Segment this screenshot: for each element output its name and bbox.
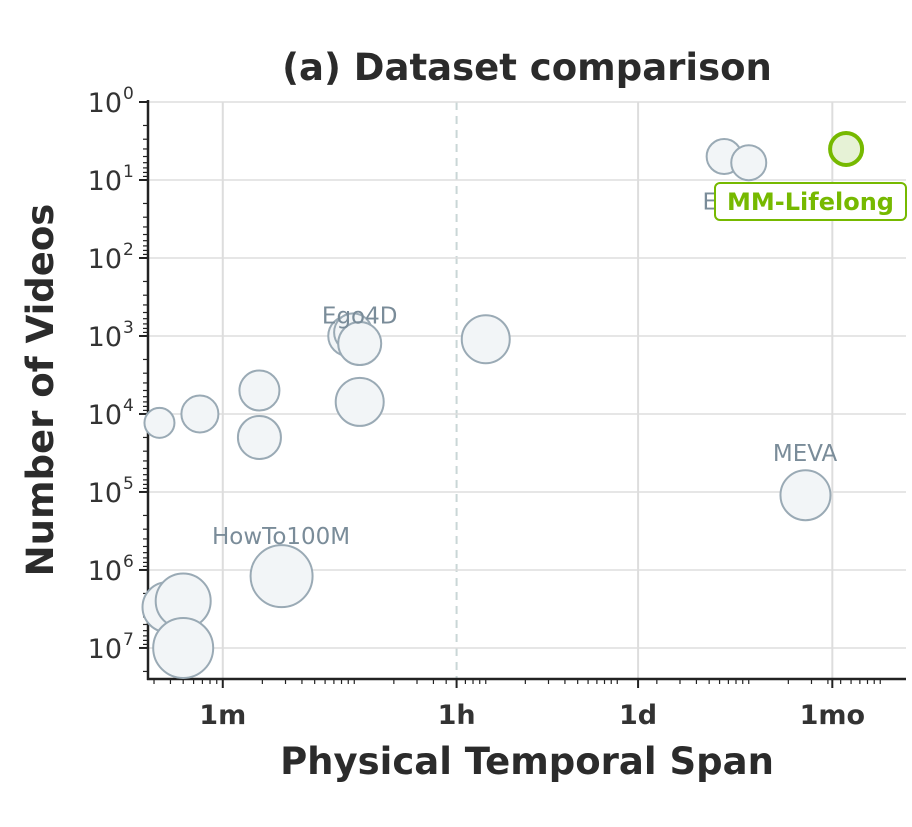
y-tick-label: 10	[88, 400, 122, 431]
data-point	[460, 314, 511, 365]
scatter-points	[141, 130, 865, 679]
data-point	[236, 414, 282, 460]
highlight-point	[828, 130, 865, 167]
y-tick-exponent: 7	[123, 630, 134, 650]
chart-title: (a) Dataset comparison	[282, 46, 772, 89]
y-tick-exponent: 0	[123, 84, 134, 104]
data-point	[249, 544, 314, 609]
y-tick-exponent: 6	[123, 552, 134, 572]
y-tick-label: 10	[88, 166, 122, 197]
x-tick-label: 1d	[619, 700, 657, 731]
y-tick-exponent: 3	[123, 318, 134, 338]
data-label: Ego4D	[322, 304, 398, 330]
y-tick-label: 10	[88, 634, 122, 665]
highlight-label: MM-Lifelong	[727, 188, 894, 216]
y-tick-exponent: 4	[123, 396, 134, 416]
data-label: MEVA	[773, 441, 838, 467]
grid	[148, 101, 906, 679]
y-tick-label: 10	[88, 88, 122, 119]
x-tick-labels: 1m 1h 1d 1mo	[199, 700, 865, 731]
y-axis-label: Number of Videos	[19, 204, 62, 577]
data-label: HowTo100M	[212, 524, 350, 550]
data-point	[337, 321, 383, 367]
y-tick-exponent: 5	[123, 474, 134, 494]
x-tick-label: 1m	[199, 700, 246, 731]
highlight-label-box	[714, 182, 907, 221]
data-point	[143, 406, 176, 439]
data-point	[180, 394, 220, 434]
x-tick-label: 1h	[438, 700, 476, 731]
x-axis-label: Physical Temporal Span	[280, 740, 774, 783]
axes	[139, 100, 906, 688]
y-tick-exponent: 1	[123, 162, 134, 182]
data-point	[730, 144, 768, 182]
point-labels: HowTo100MEgo4DEgoMEVAMM-Lifelong	[212, 182, 907, 550]
data-point	[334, 376, 385, 427]
y-tick-label: 10	[88, 478, 122, 509]
x-tick-label: 1mo	[800, 700, 865, 731]
y-tick-label: 10	[88, 322, 122, 353]
data-point	[238, 369, 281, 412]
data-point	[779, 469, 832, 522]
y-tick-exponent: 2	[123, 240, 134, 260]
data-point	[152, 616, 215, 679]
y-tick-label: 10	[88, 244, 122, 275]
y-tick-label: 10	[88, 556, 122, 587]
